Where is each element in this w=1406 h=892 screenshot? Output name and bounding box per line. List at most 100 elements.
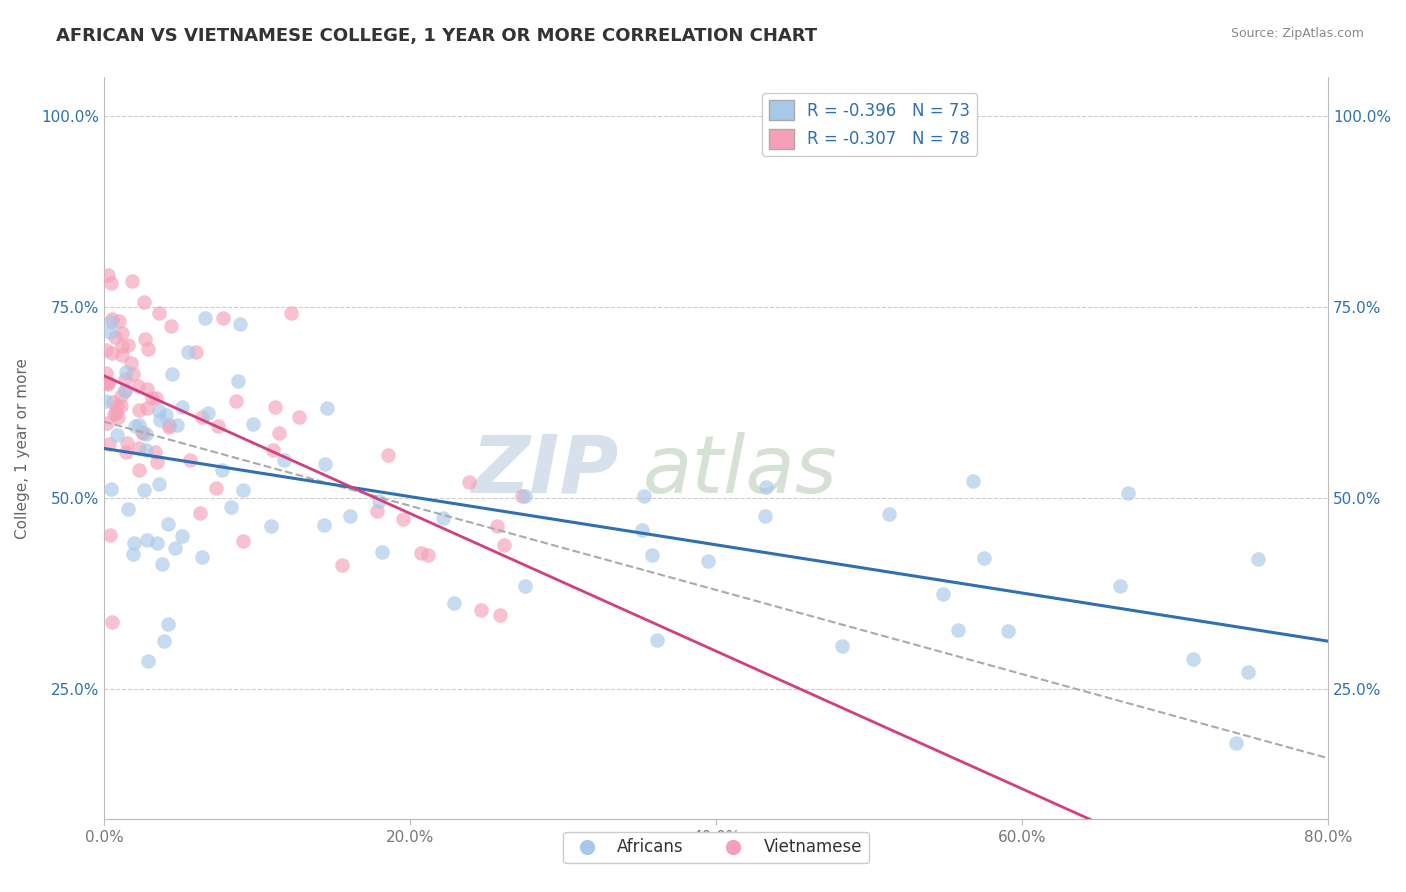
Point <box>973 550 995 565</box>
Text: AFRICAN VS VIETNAMESE COLLEGE, 1 YEAR OR MORE CORRELATION CHART: AFRICAN VS VIETNAMESE COLLEGE, 1 YEAR OR… <box>56 27 817 45</box>
Point <box>1116 485 1139 500</box>
Point <box>150 557 173 571</box>
Point <box>114 372 136 386</box>
Point <box>170 529 193 543</box>
Point <box>1225 736 1247 750</box>
Point <box>97 376 120 391</box>
Text: ZIP: ZIP <box>471 432 619 509</box>
Point <box>115 445 138 459</box>
Point <box>145 391 167 405</box>
Point <box>121 547 143 561</box>
Point <box>141 391 163 405</box>
Point <box>107 314 129 328</box>
Point <box>120 356 142 370</box>
Point <box>645 633 668 648</box>
Point <box>148 403 170 417</box>
Point <box>288 410 311 425</box>
Point <box>131 426 153 441</box>
Point <box>754 508 776 523</box>
Point <box>100 276 122 290</box>
Point <box>160 367 183 381</box>
Point <box>152 634 174 648</box>
Point <box>122 367 145 381</box>
Point <box>148 306 170 320</box>
Point <box>630 524 652 538</box>
Point <box>264 400 287 414</box>
Point <box>339 508 361 523</box>
Point <box>416 548 439 562</box>
Point <box>132 483 155 498</box>
Point <box>755 479 778 493</box>
Point <box>330 558 353 572</box>
Point <box>409 546 432 560</box>
Point <box>962 475 984 489</box>
Point <box>489 607 512 622</box>
Point <box>377 448 399 462</box>
Point <box>170 401 193 415</box>
Point <box>135 443 157 458</box>
Point <box>197 406 219 420</box>
Point <box>97 375 120 389</box>
Point <box>166 418 188 433</box>
Point <box>97 437 120 451</box>
Point <box>121 274 143 288</box>
Text: atlas: atlas <box>643 432 838 509</box>
Point <box>633 489 655 503</box>
Point <box>157 418 180 433</box>
Point <box>432 511 454 525</box>
Point <box>205 481 228 495</box>
Point <box>371 545 394 559</box>
Point <box>115 436 138 450</box>
Point <box>96 416 118 430</box>
Y-axis label: College, 1 year or more: College, 1 year or more <box>15 358 30 539</box>
Point <box>232 534 254 549</box>
Point <box>94 376 117 391</box>
Point <box>1109 579 1132 593</box>
Point <box>101 311 124 326</box>
Point <box>186 344 208 359</box>
Point <box>101 395 124 409</box>
Point <box>366 504 388 518</box>
Point <box>458 475 481 490</box>
Point <box>114 383 136 397</box>
Point <box>111 326 134 341</box>
Point <box>280 306 302 320</box>
Point <box>143 445 166 459</box>
Point <box>96 366 118 380</box>
Point <box>105 399 128 413</box>
Point <box>134 332 156 346</box>
Point <box>128 463 150 477</box>
Point <box>107 409 129 424</box>
Point <box>105 406 128 420</box>
Point <box>156 617 179 632</box>
Point <box>177 345 200 359</box>
Point <box>117 501 139 516</box>
Text: Source: ZipAtlas.com: Source: ZipAtlas.com <box>1230 27 1364 40</box>
Point <box>194 310 217 325</box>
Point <box>98 528 121 542</box>
Point <box>128 417 150 432</box>
Point <box>242 417 264 431</box>
Point <box>115 365 138 379</box>
Point <box>135 401 157 416</box>
Point <box>122 536 145 550</box>
Point <box>100 346 122 360</box>
Point <box>110 389 132 403</box>
Point <box>485 518 508 533</box>
Point <box>100 315 122 329</box>
Point <box>229 317 252 331</box>
Point <box>114 384 136 398</box>
Point <box>110 399 132 413</box>
Point <box>269 426 291 441</box>
Point <box>101 615 124 629</box>
Point <box>1236 665 1258 679</box>
Point <box>134 295 156 310</box>
Point <box>314 518 336 533</box>
Point <box>149 413 172 427</box>
Point <box>136 655 159 669</box>
Point <box>221 500 243 515</box>
Point <box>470 603 492 617</box>
Point <box>98 325 121 339</box>
Point <box>697 554 720 568</box>
Point <box>124 419 146 434</box>
